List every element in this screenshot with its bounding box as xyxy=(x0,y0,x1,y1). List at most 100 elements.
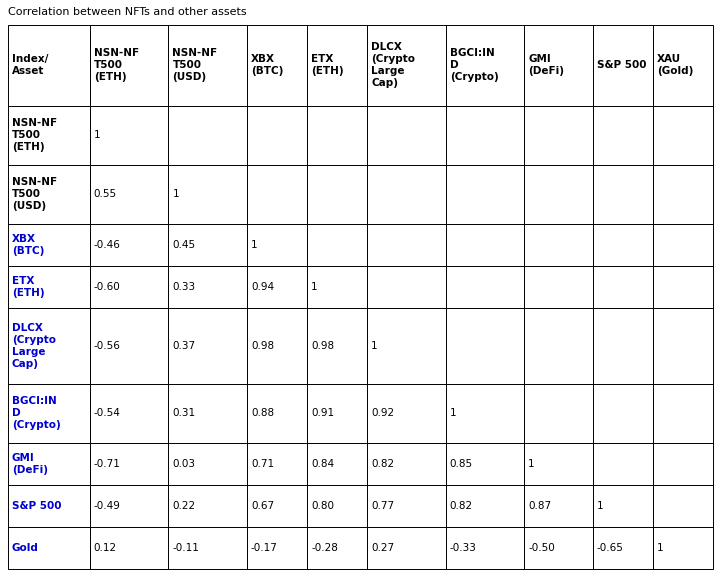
Text: ETX
(ETH): ETX (ETH) xyxy=(12,276,45,298)
Bar xyxy=(367,308,446,384)
Bar xyxy=(593,384,653,443)
Bar xyxy=(446,308,524,384)
Text: 1: 1 xyxy=(372,341,378,351)
Text: 0.27: 0.27 xyxy=(372,543,395,553)
Bar xyxy=(247,25,307,106)
Bar xyxy=(524,443,593,485)
Text: NSN-NF
T500
(USD): NSN-NF T500 (USD) xyxy=(12,177,57,211)
Text: 0.55: 0.55 xyxy=(94,189,117,199)
Bar xyxy=(307,527,367,569)
Bar xyxy=(524,106,593,165)
Bar xyxy=(8,266,90,308)
Bar xyxy=(446,384,524,443)
Text: 0.77: 0.77 xyxy=(372,501,395,511)
Bar xyxy=(168,106,247,165)
Text: 0.45: 0.45 xyxy=(172,240,196,250)
Bar xyxy=(593,25,653,106)
Text: NSN-NF
T500
(ETH): NSN-NF T500 (ETH) xyxy=(94,48,139,83)
Text: BGCI:IN
D
(Crypto): BGCI:IN D (Crypto) xyxy=(12,396,60,430)
Bar xyxy=(367,443,446,485)
Text: -0.50: -0.50 xyxy=(528,543,555,553)
Bar xyxy=(168,25,247,106)
Text: XBX
(BTC): XBX (BTC) xyxy=(12,234,45,256)
Text: 0.71: 0.71 xyxy=(251,459,274,469)
Bar xyxy=(653,224,713,266)
Text: -0.28: -0.28 xyxy=(311,543,338,553)
Bar xyxy=(8,106,90,165)
Bar xyxy=(168,266,247,308)
Text: 0.98: 0.98 xyxy=(251,341,274,351)
Bar xyxy=(247,308,307,384)
Bar xyxy=(307,443,367,485)
Bar xyxy=(593,224,653,266)
Bar xyxy=(90,308,168,384)
Text: DLCX
(Crypto
Large
Cap): DLCX (Crypto Large Cap) xyxy=(372,43,415,88)
Text: 0.94: 0.94 xyxy=(251,282,274,292)
Text: Correlation between NFTs and other assets: Correlation between NFTs and other asset… xyxy=(8,7,247,17)
Bar xyxy=(168,443,247,485)
Text: 0.03: 0.03 xyxy=(172,459,195,469)
Bar xyxy=(90,527,168,569)
Text: DLCX
(Crypto
Large
Cap): DLCX (Crypto Large Cap) xyxy=(12,323,56,369)
Text: NSN-NF
T500
(ETH): NSN-NF T500 (ETH) xyxy=(12,118,57,152)
Bar xyxy=(367,384,446,443)
Bar xyxy=(653,266,713,308)
Bar xyxy=(524,25,593,106)
Bar xyxy=(653,527,713,569)
Bar xyxy=(90,25,168,106)
Bar xyxy=(593,308,653,384)
Bar xyxy=(8,308,90,384)
Text: ETX
(ETH): ETX (ETH) xyxy=(311,54,343,76)
Bar xyxy=(307,308,367,384)
Bar xyxy=(653,485,713,527)
Text: 1: 1 xyxy=(528,459,535,469)
Text: -0.33: -0.33 xyxy=(450,543,477,553)
Bar xyxy=(8,384,90,443)
Bar xyxy=(367,106,446,165)
Bar xyxy=(524,485,593,527)
Text: 1: 1 xyxy=(311,282,318,292)
Text: NSN-NF
T500
(USD): NSN-NF T500 (USD) xyxy=(172,48,217,83)
Bar xyxy=(446,106,524,165)
Bar xyxy=(593,485,653,527)
Text: 0.80: 0.80 xyxy=(311,501,334,511)
Bar xyxy=(8,165,90,224)
Text: -0.60: -0.60 xyxy=(94,282,121,292)
Bar xyxy=(524,224,593,266)
Text: 0.12: 0.12 xyxy=(94,543,117,553)
Bar xyxy=(90,224,168,266)
Bar xyxy=(367,485,446,527)
Bar xyxy=(653,106,713,165)
Text: 1: 1 xyxy=(450,408,456,418)
Text: -0.49: -0.49 xyxy=(94,501,121,511)
Text: 0.92: 0.92 xyxy=(372,408,395,418)
Bar xyxy=(593,443,653,485)
Bar xyxy=(524,266,593,308)
Bar xyxy=(247,165,307,224)
Bar xyxy=(90,165,168,224)
Text: 0.37: 0.37 xyxy=(172,341,196,351)
Text: -0.17: -0.17 xyxy=(251,543,278,553)
Bar xyxy=(8,25,90,106)
Bar xyxy=(446,25,524,106)
Bar xyxy=(524,165,593,224)
Text: 0.88: 0.88 xyxy=(251,408,274,418)
Bar xyxy=(247,224,307,266)
Text: 0.85: 0.85 xyxy=(450,459,473,469)
Bar xyxy=(168,308,247,384)
Bar xyxy=(90,266,168,308)
Bar xyxy=(367,25,446,106)
Bar xyxy=(653,384,713,443)
Bar xyxy=(8,443,90,485)
Text: -0.65: -0.65 xyxy=(597,543,624,553)
Bar xyxy=(446,485,524,527)
Bar xyxy=(524,308,593,384)
Bar xyxy=(446,165,524,224)
Bar xyxy=(367,165,446,224)
Bar xyxy=(8,485,90,527)
Text: 0.91: 0.91 xyxy=(311,408,334,418)
Bar xyxy=(307,384,367,443)
Text: -0.11: -0.11 xyxy=(172,543,199,553)
Bar xyxy=(168,485,247,527)
Bar xyxy=(8,224,90,266)
